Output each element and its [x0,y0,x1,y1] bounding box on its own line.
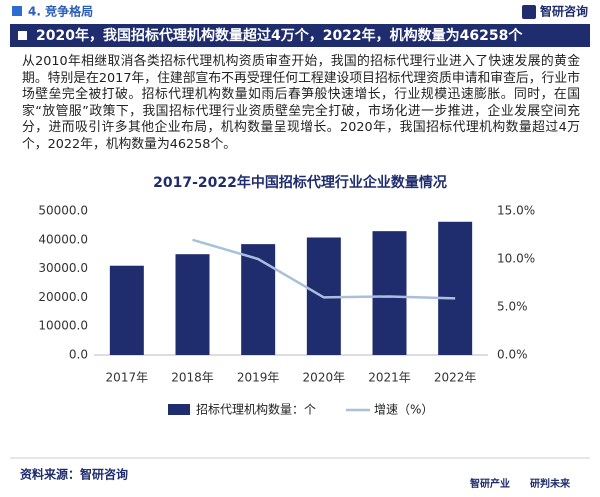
bar [241,244,276,355]
y-tick-label: 30000.0 [38,261,88,275]
y2-tick-label: 5.0% [497,300,528,314]
y-tick-label: 20000.0 [38,290,88,304]
legend-label: 招标代理机构数量：个 [196,402,316,417]
banner-bg [10,24,590,47]
logo-icon [522,5,536,19]
line [192,238,456,300]
logo: 智研咨询 [539,4,588,19]
footer-logo: 研判未来 [530,477,571,490]
chart-title: 2017-2022年中国招标代理行业企业数量情况 [153,174,447,191]
x-tick-label: 2022年 [434,371,477,385]
x-tick-label: 2018年 [171,371,214,385]
y2-tick-label: 0.0% [497,348,528,362]
y-tick-label: 10000.0 [38,319,88,333]
x-tick-label: 2019年 [237,371,280,385]
y-tick-label: 50000.0 [38,204,88,218]
paragraph: 从2010年相继取消各类招标代理机构资质审查开始，我国的招标代理行业进入了快速发… [22,54,580,152]
bar [175,254,210,355]
bar [372,231,407,355]
y2-tick-label: 15.0% [497,204,535,218]
bar [109,265,144,355]
banner-text: 2020年，我国招标代理机构数量超过4万个，2022年，机构数量为46258个 [36,27,523,44]
x-tick-label: 2020年 [303,371,346,385]
legend-label: 增速（%） [374,403,433,417]
banner-icon [18,31,27,40]
legend-swatch [168,404,190,415]
section-title: 4. 竞争格局 [28,4,93,19]
y-tick-label: 40000.0 [38,232,88,246]
source: 资料来源：智研咨询 [20,467,128,482]
x-tick-label: 2021年 [368,371,411,385]
y-tick-label: 0.0 [69,348,88,362]
y2-tick-label: 10.0% [497,252,535,266]
x-tick-label: 2017年 [106,371,149,385]
bar [438,221,473,355]
footer-logo: 智研产业 [470,477,510,490]
section-icon [12,6,22,16]
